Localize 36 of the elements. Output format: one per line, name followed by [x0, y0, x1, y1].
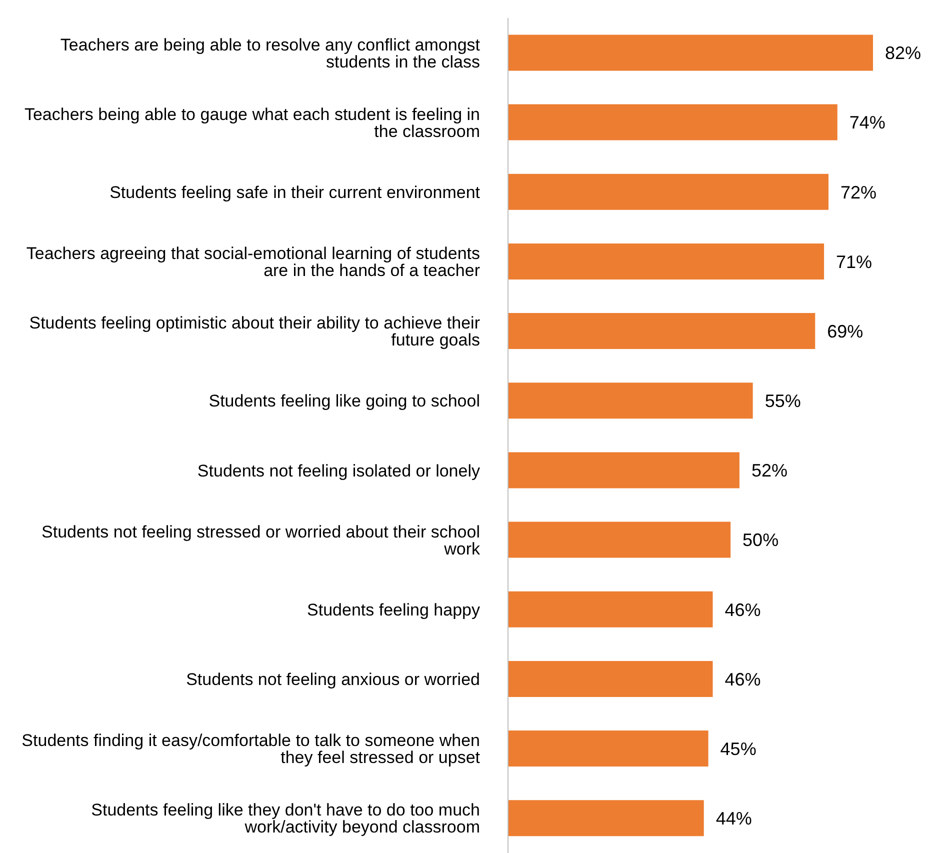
bar: [508, 660, 713, 697]
bar: [508, 34, 873, 71]
data-label: 46%: [724, 669, 761, 690]
data-label: 82%: [885, 43, 922, 64]
y-tick-label: Students not feeling isolated or lonely: [197, 461, 480, 480]
data-label: 52%: [751, 460, 788, 481]
y-tick-label: Students feeling safe in their current environment: [110, 182, 480, 202]
data-label: 46%: [724, 600, 761, 620]
y-tick-label: Students feeling happy: [307, 600, 480, 620]
y-tick-label: Teachers agreeing that social-emotional learning of students are in the hands of a teacher: [26, 244, 480, 280]
bar: [508, 313, 816, 350]
y-tick-label: Students feeling optimistic about their ability to achieve their future goals: [29, 314, 480, 350]
data-label: 55%: [764, 391, 801, 412]
bar: [508, 174, 828, 210]
bar: [508, 104, 838, 140]
bar: [508, 452, 740, 488]
bar: [508, 800, 704, 836]
bar: [508, 243, 824, 280]
bar: [508, 382, 753, 419]
y-tick-label: Students not feeling anxious or worried: [186, 670, 480, 690]
y-tick-label: Students feeling like they don't have to do too much work/activity beyond classroom: [91, 800, 480, 837]
data-label: 74%: [849, 112, 886, 133]
bar: [508, 522, 731, 558]
y-tick-label: Students not feeling stressed or worried about their school work: [42, 522, 480, 558]
data-label: 69%: [827, 321, 864, 342]
y-tick-label: Teachers are being able to resolve any conflict amongst students in the class: [60, 35, 480, 72]
bar: [508, 591, 713, 628]
bar: [508, 730, 708, 767]
y-tick-label: Students feeling like going to school: [208, 392, 480, 411]
data-label: 45%: [720, 738, 756, 759]
y-tick-label: Students finding it easy/comfortable to talk to someone when they feel stressed or upset: [22, 731, 480, 768]
data-label: 44%: [716, 808, 752, 829]
y-tick-label: Teachers being able to gauge what each student is feeling in the classroom: [24, 104, 480, 141]
data-label: 71%: [836, 252, 872, 272]
data-label: 50%: [742, 530, 779, 550]
data-label: 72%: [840, 182, 877, 202]
